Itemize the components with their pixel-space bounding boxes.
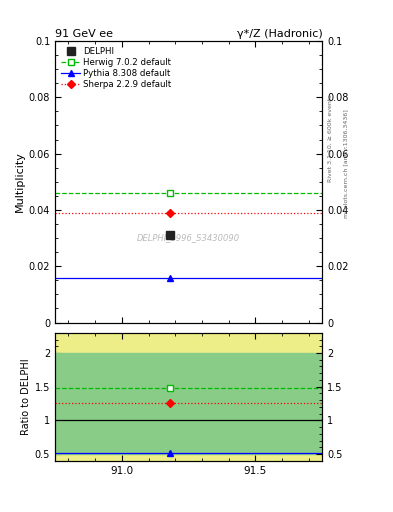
Bar xyxy=(55,353,322,454)
Text: DELPHI_1996_S3430090: DELPHI_1996_S3430090 xyxy=(137,233,240,243)
Text: 91 GeV ee: 91 GeV ee xyxy=(55,29,113,39)
Y-axis label: Ratio to DELPHI: Ratio to DELPHI xyxy=(20,358,31,435)
Text: Rivet 3.1.10, ≥ 600k events: Rivet 3.1.10, ≥ 600k events xyxy=(328,94,333,182)
Y-axis label: Multiplicity: Multiplicity xyxy=(15,152,24,212)
Text: mcplots.cern.ch [arXiv:1306.3436]: mcplots.cern.ch [arXiv:1306.3436] xyxy=(344,110,349,218)
Text: γ*/Z (Hadronic): γ*/Z (Hadronic) xyxy=(237,29,322,39)
Legend: DELPHI, Herwig 7.0.2 default, Pythia 8.308 default, Sherpa 2.2.9 default: DELPHI, Herwig 7.0.2 default, Pythia 8.3… xyxy=(59,45,173,91)
